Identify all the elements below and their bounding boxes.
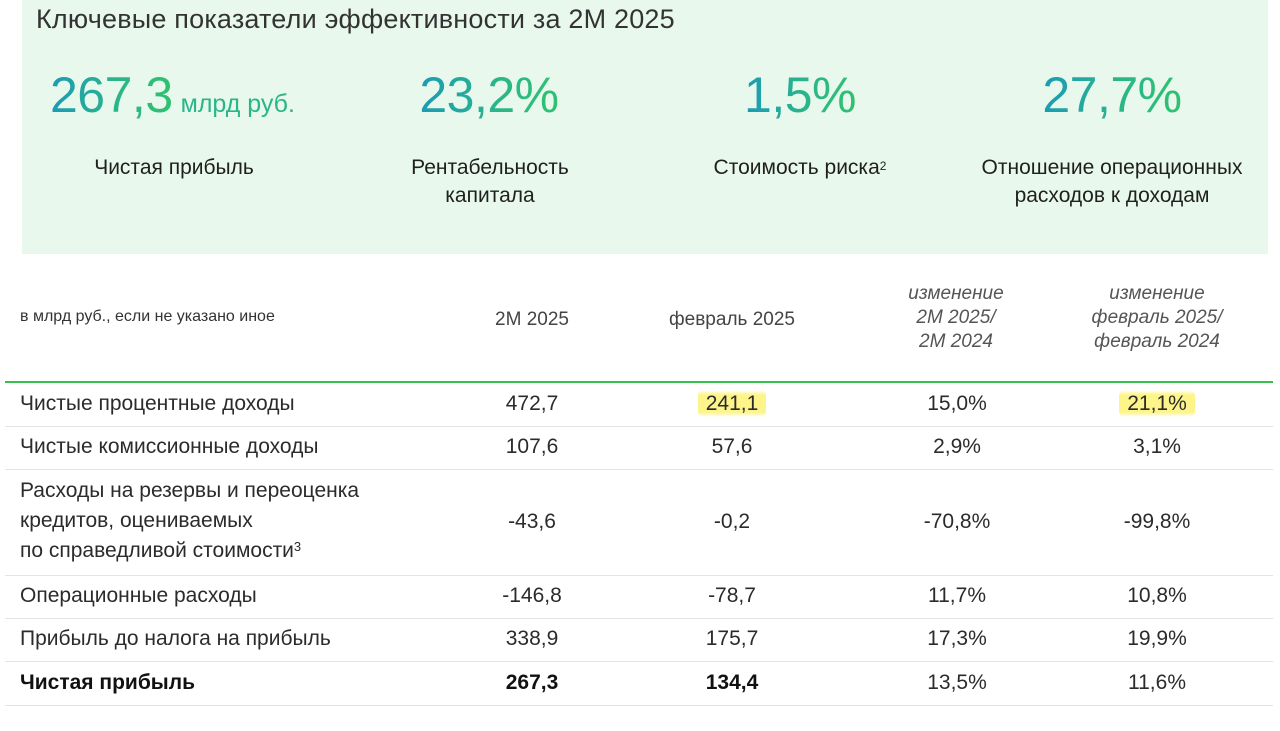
kpi-cor-value: 1,5% — [700, 66, 900, 124]
cell-2m-2025: -146,8 — [502, 584, 562, 607]
kpi-cor-label: Стоимость риска2 — [680, 154, 920, 182]
footnote-marker: 2 — [879, 159, 887, 173]
cell-change-2m: 2,9% — [933, 435, 981, 458]
kpi-value: 1,5% — [744, 67, 856, 123]
cell-feb-2025: 241,1 — [652, 390, 812, 417]
cell-change-2m: 11,7% — [928, 584, 986, 607]
table-header: в млрд руб., если не указано иное 2М 202… — [0, 270, 1280, 382]
cell-2m-2025: -43,6 — [508, 510, 556, 533]
header-line: изменение — [1109, 283, 1205, 304]
table-row: Прибыль до налога на прибыль 338,9 175,7… — [5, 619, 1273, 662]
row-label: Чистые процентные доходы — [20, 392, 295, 415]
cell-feb-2025: -0,2 — [713, 510, 751, 533]
row-label: Расходы на резервы и переоценка кредитов… — [20, 476, 359, 566]
header-line: февраль 2024 — [1094, 331, 1220, 352]
kpi-cir-value: 27,7% — [1012, 66, 1212, 124]
kpi-roe-value: 23,2% — [389, 66, 589, 124]
footnote-marker: 3 — [293, 539, 302, 554]
header-2m-2025: 2М 2025 — [495, 309, 569, 330]
cell-2m-2025: 472,7 — [505, 392, 559, 415]
cell-2m-2025: 267,3 — [505, 671, 559, 694]
table-row: Операционные расходы -146,8 -78,7 11,7% … — [5, 576, 1273, 619]
kpi-unit: млрд руб. — [180, 90, 295, 118]
kpi-panel — [22, 0, 1268, 254]
row-label-line: кредитов, оцениваемых — [20, 509, 253, 532]
header-line: февраль 2025/ — [1091, 307, 1223, 328]
header-feb-2025: февраль 2025 — [669, 309, 795, 330]
units-note: в млрд руб., если не указано иное — [20, 308, 275, 325]
cell-2m-2025: 107,6 — [505, 435, 559, 458]
table-row: Расходы на резервы и переоценка кредитов… — [5, 470, 1273, 576]
kpi-label-text: Стоимость риска — [713, 156, 880, 179]
row-label-text: по справедливой стоимости — [20, 539, 294, 562]
kpi-label-line: Отношение операционных — [981, 156, 1243, 179]
row-label: Прибыль до налога на прибыль — [20, 627, 331, 650]
cell-2m-2025: 338,9 — [505, 627, 559, 650]
kpi-value: 267,3 — [50, 67, 173, 123]
cell-change-feb: 11,6% — [1128, 671, 1186, 694]
kpi-value: 27,7% — [1042, 67, 1182, 123]
table-row-total: Чистая прибыль 267,3 134,4 13,5% 11,6% — [5, 662, 1273, 706]
header-line: изменение — [908, 283, 1004, 304]
header-change-feb: изменение февраль 2025/ февраль 2024 — [1057, 282, 1257, 354]
kpi-label-line: капитала — [445, 184, 535, 207]
kpi-net-profit-label: Чистая прибыль — [94, 156, 254, 179]
cell-feb-2025: 175,7 — [705, 627, 759, 650]
cell-feb-2025: -78,7 — [708, 584, 756, 607]
cell-feb-2025: 134,4 — [705, 671, 759, 694]
highlighted-value: 241,1 — [697, 390, 767, 417]
kpi-label-line: расходов к доходам — [1014, 184, 1210, 207]
table-row: Чистые процентные доходы 472,7 241,1 15,… — [5, 383, 1273, 427]
row-label: Чистая прибыль — [20, 671, 195, 694]
row-label-line: Расходы на резервы и переоценка — [20, 479, 360, 502]
cell-change-2m: 17,3% — [927, 627, 987, 650]
table-row: Чистые комиссионные доходы 107,6 57,6 2,… — [5, 427, 1273, 470]
kpi-roe-label: Рентабельность капитала — [370, 154, 610, 210]
row-label-line: по справедливой стоимости3 — [20, 536, 359, 566]
kpi-cir-label: Отношение операционных расходов к дохода… — [962, 154, 1262, 210]
kpi-value: 23,2% — [419, 67, 559, 123]
highlighted-value: 21,1% — [1119, 390, 1195, 417]
header-line: 2М 2025/ — [916, 307, 996, 328]
kpi-label-line: Рентабельность — [411, 156, 569, 179]
row-label: Операционные расходы — [20, 584, 257, 607]
cell-change-2m: 15,0% — [927, 392, 987, 415]
header-divider — [5, 381, 1273, 383]
kpi-net-profit-value: 267,3 млрд руб. — [50, 66, 295, 124]
cell-change-feb: 21,1% — [1077, 390, 1237, 417]
header-change-2m: изменение 2М 2025/ 2М 2024 — [856, 282, 1056, 354]
cell-change-feb: -99,8% — [1123, 510, 1191, 533]
cell-change-2m: -70,8% — [923, 510, 991, 533]
cell-change-2m: 13,5% — [927, 671, 987, 694]
cell-feb-2025: 57,6 — [711, 435, 753, 458]
header-line: 2М 2024 — [919, 331, 993, 352]
cell-change-feb: 19,9% — [1127, 627, 1187, 650]
cell-change-feb: 10,8% — [1127, 584, 1187, 607]
cell-change-feb: 3,1% — [1133, 435, 1181, 458]
row-label: Чистые комиссионные доходы — [20, 435, 319, 458]
kpi-title: Ключевые показатели эффективности за 2М … — [36, 4, 675, 34]
